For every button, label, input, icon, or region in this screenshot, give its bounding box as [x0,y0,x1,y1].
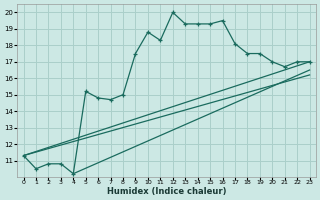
X-axis label: Humidex (Indice chaleur): Humidex (Indice chaleur) [107,187,226,196]
